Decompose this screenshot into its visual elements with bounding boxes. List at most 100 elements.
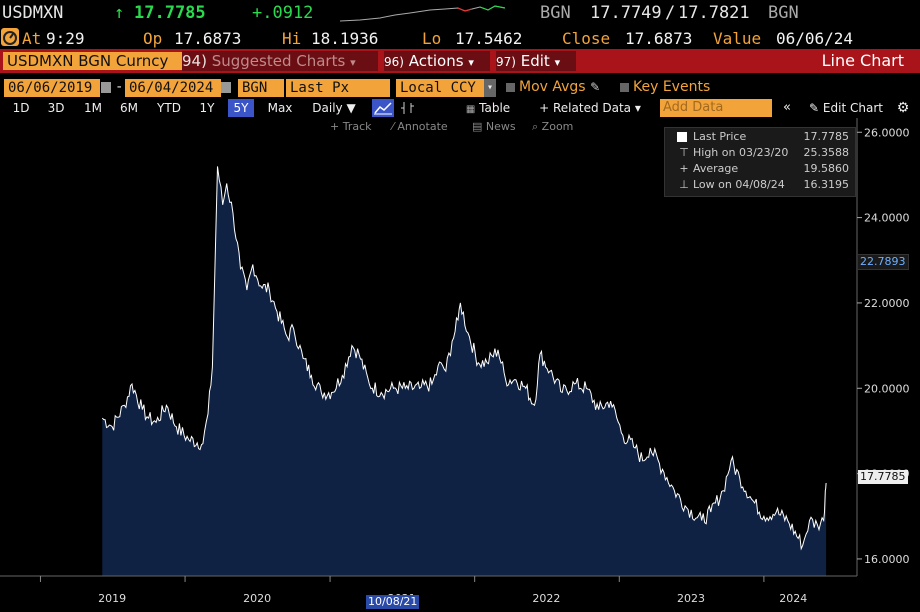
legend-white-square-icon [677,132,687,142]
sparkline-green [479,5,505,11]
zoom-label: Zoom [541,120,574,133]
x-tick-label: 2024 [779,592,807,605]
period-3d[interactable]: 3D [47,101,65,115]
table-label: Table [479,101,511,115]
legend-last-value: 17.7785 [803,130,850,143]
period-1d[interactable]: 1D [12,101,30,115]
chevron-down-icon[interactable]: ▾ [484,79,496,97]
actions-num: 96) [384,55,404,69]
chart-legend[interactable]: Last Price 17.7785 ⊤ High on 03/23/20 25… [664,127,856,197]
period-5y[interactable]: 5Y [228,99,254,117]
legend-average-value: 19.5860 [803,162,850,175]
quote-source: BGN [540,3,571,23]
cursor-date-tag: 10/08/21 [366,595,420,609]
news-icon: ▤ [472,120,483,133]
period-max[interactable]: Max [267,101,293,115]
last-price-tag: 17.7785 [858,470,908,484]
table-button[interactable]: ▦ Table [458,99,518,117]
magnifier-icon: ⌕ [532,120,539,133]
period-1y[interactable]: 1Y [199,101,215,115]
quote-bar: At 9:29 Op 17.6873 Hi 18.1936 Lo 17.5462… [0,27,920,49]
end-date-field[interactable]: 06/04/2024 [125,79,221,97]
period-1m[interactable]: 1M [84,101,102,115]
y-tick-label: 26.0000 [864,126,910,139]
sparkline [340,5,505,22]
security-field[interactable]: USDMXN BGN Curncy [3,52,183,70]
calendar-icon[interactable] [221,82,231,93]
mov-avgs-label: Mov Avgs [519,79,586,95]
period-6m[interactable]: 6M [120,101,138,115]
checkbox-icon [620,82,629,92]
cursor-value-tag: 22.7893 [857,254,909,270]
news-tool[interactable]: ▤ News [472,120,516,133]
x-tick-label: 2020 [243,592,271,605]
y-tick-label: 20.0000 [864,382,910,395]
mov-avgs-toggle[interactable]: Mov Avgs ✎ [506,79,600,95]
y-tick-label: 16.0000 [864,553,910,566]
source-field[interactable]: BGN [238,79,284,97]
sparkline-red [457,7,473,12]
suggested-charts-label: Suggested Charts [211,52,346,70]
chart-type-title: Line Chart [821,51,904,70]
price-area [102,166,827,576]
ask-price: 17.7821 [678,3,750,23]
related-data-button[interactable]: + Related Data ▾ [539,101,641,115]
bid-price: 17.7749 [590,3,662,23]
actions-menu[interactable]: 96) Actions ▾ [384,51,490,71]
checkbox-icon [506,82,515,92]
legend-high-label: High on 03/23/20 [693,146,789,159]
edit-menu[interactable]: 97) Edit ▾ [496,51,576,71]
open-label: Op [143,29,163,48]
period-toolbar: 1D 3D 1M 6M YTD 1Y 5Y Max Daily ▼ ▦ Tabl… [0,98,920,118]
chevron-down-icon: ▾ [554,56,561,69]
currency-selector[interactable]: Local CCY [396,79,486,97]
price-change: +.0912 [252,3,314,23]
up-arrow-icon: ↑ [114,3,125,23]
high-marker-icon: ⊤ [679,146,689,159]
frequency-dropdown[interactable]: Daily ▼ [312,101,356,115]
value-label: Value [713,29,762,48]
legend-average-label: Average [693,162,739,175]
field-selector[interactable]: Last Px [286,79,390,97]
legend-average: + Average 19.5860 [665,162,853,178]
track-label: Track [342,120,372,133]
at-value: 9:29 [46,29,85,48]
x-tick-label: 2023 [677,592,705,605]
average-marker-icon: + [679,162,689,175]
bar-chart-icon[interactable] [398,99,418,117]
track-tool[interactable]: + Track [330,120,372,133]
add-data-input[interactable]: Add Data [660,99,772,117]
at-label: At [22,29,42,48]
suggested-charts-menu[interactable]: 94) Suggested Charts ▾ [182,51,378,71]
high-label: Hi [282,29,302,48]
line-chart-icon[interactable] [372,99,394,117]
annotate-tool[interactable]: ⁄ Annotate [392,120,448,133]
plot-area [101,166,827,576]
calendar-icon[interactable] [101,82,111,93]
gear-icon[interactable]: ⚙ [896,100,910,116]
low-label: Lo [422,29,442,48]
edit-chart-button[interactable]: ✎ Edit Chart [800,99,892,117]
news-label: News [485,120,516,133]
edit-num: 97) [496,55,516,69]
last-price: 17.7785 [134,3,206,23]
pencil-icon: ✎ [590,80,601,94]
zoom-tool[interactable]: ⌕ Zoom [532,120,573,134]
ticker-bar: USDMXN ↑ 17.7785 +.0912 BGN 17.7749 / 17… [2,3,799,23]
period-ytd[interactable]: YTD [157,101,181,115]
start-date-field[interactable]: 06/06/2019 [4,79,100,97]
collapse-icon[interactable]: « [783,100,791,115]
key-events-label: Key Events [633,79,711,95]
add-data-placeholder: Add Data [663,100,724,115]
legend-low-value: 16.3195 [803,178,850,191]
legend-high-value: 25.3588 [803,146,850,159]
legend-low: ⊥ Low on 04/08/24 16.3195 [665,178,853,194]
menu-bar: USDMXN BGN Curncy 94) Suggested Charts ▾… [0,49,920,73]
value-date: 06/06/24 [776,29,854,48]
key-events-toggle[interactable]: Key Events [620,79,710,95]
close-value: 17.6873 [625,29,693,48]
pencil-icon: ✎ [809,101,820,115]
high-value: 18.1936 [311,29,379,48]
close-label: Close [562,29,611,48]
low-marker-icon: ⊥ [679,178,689,191]
